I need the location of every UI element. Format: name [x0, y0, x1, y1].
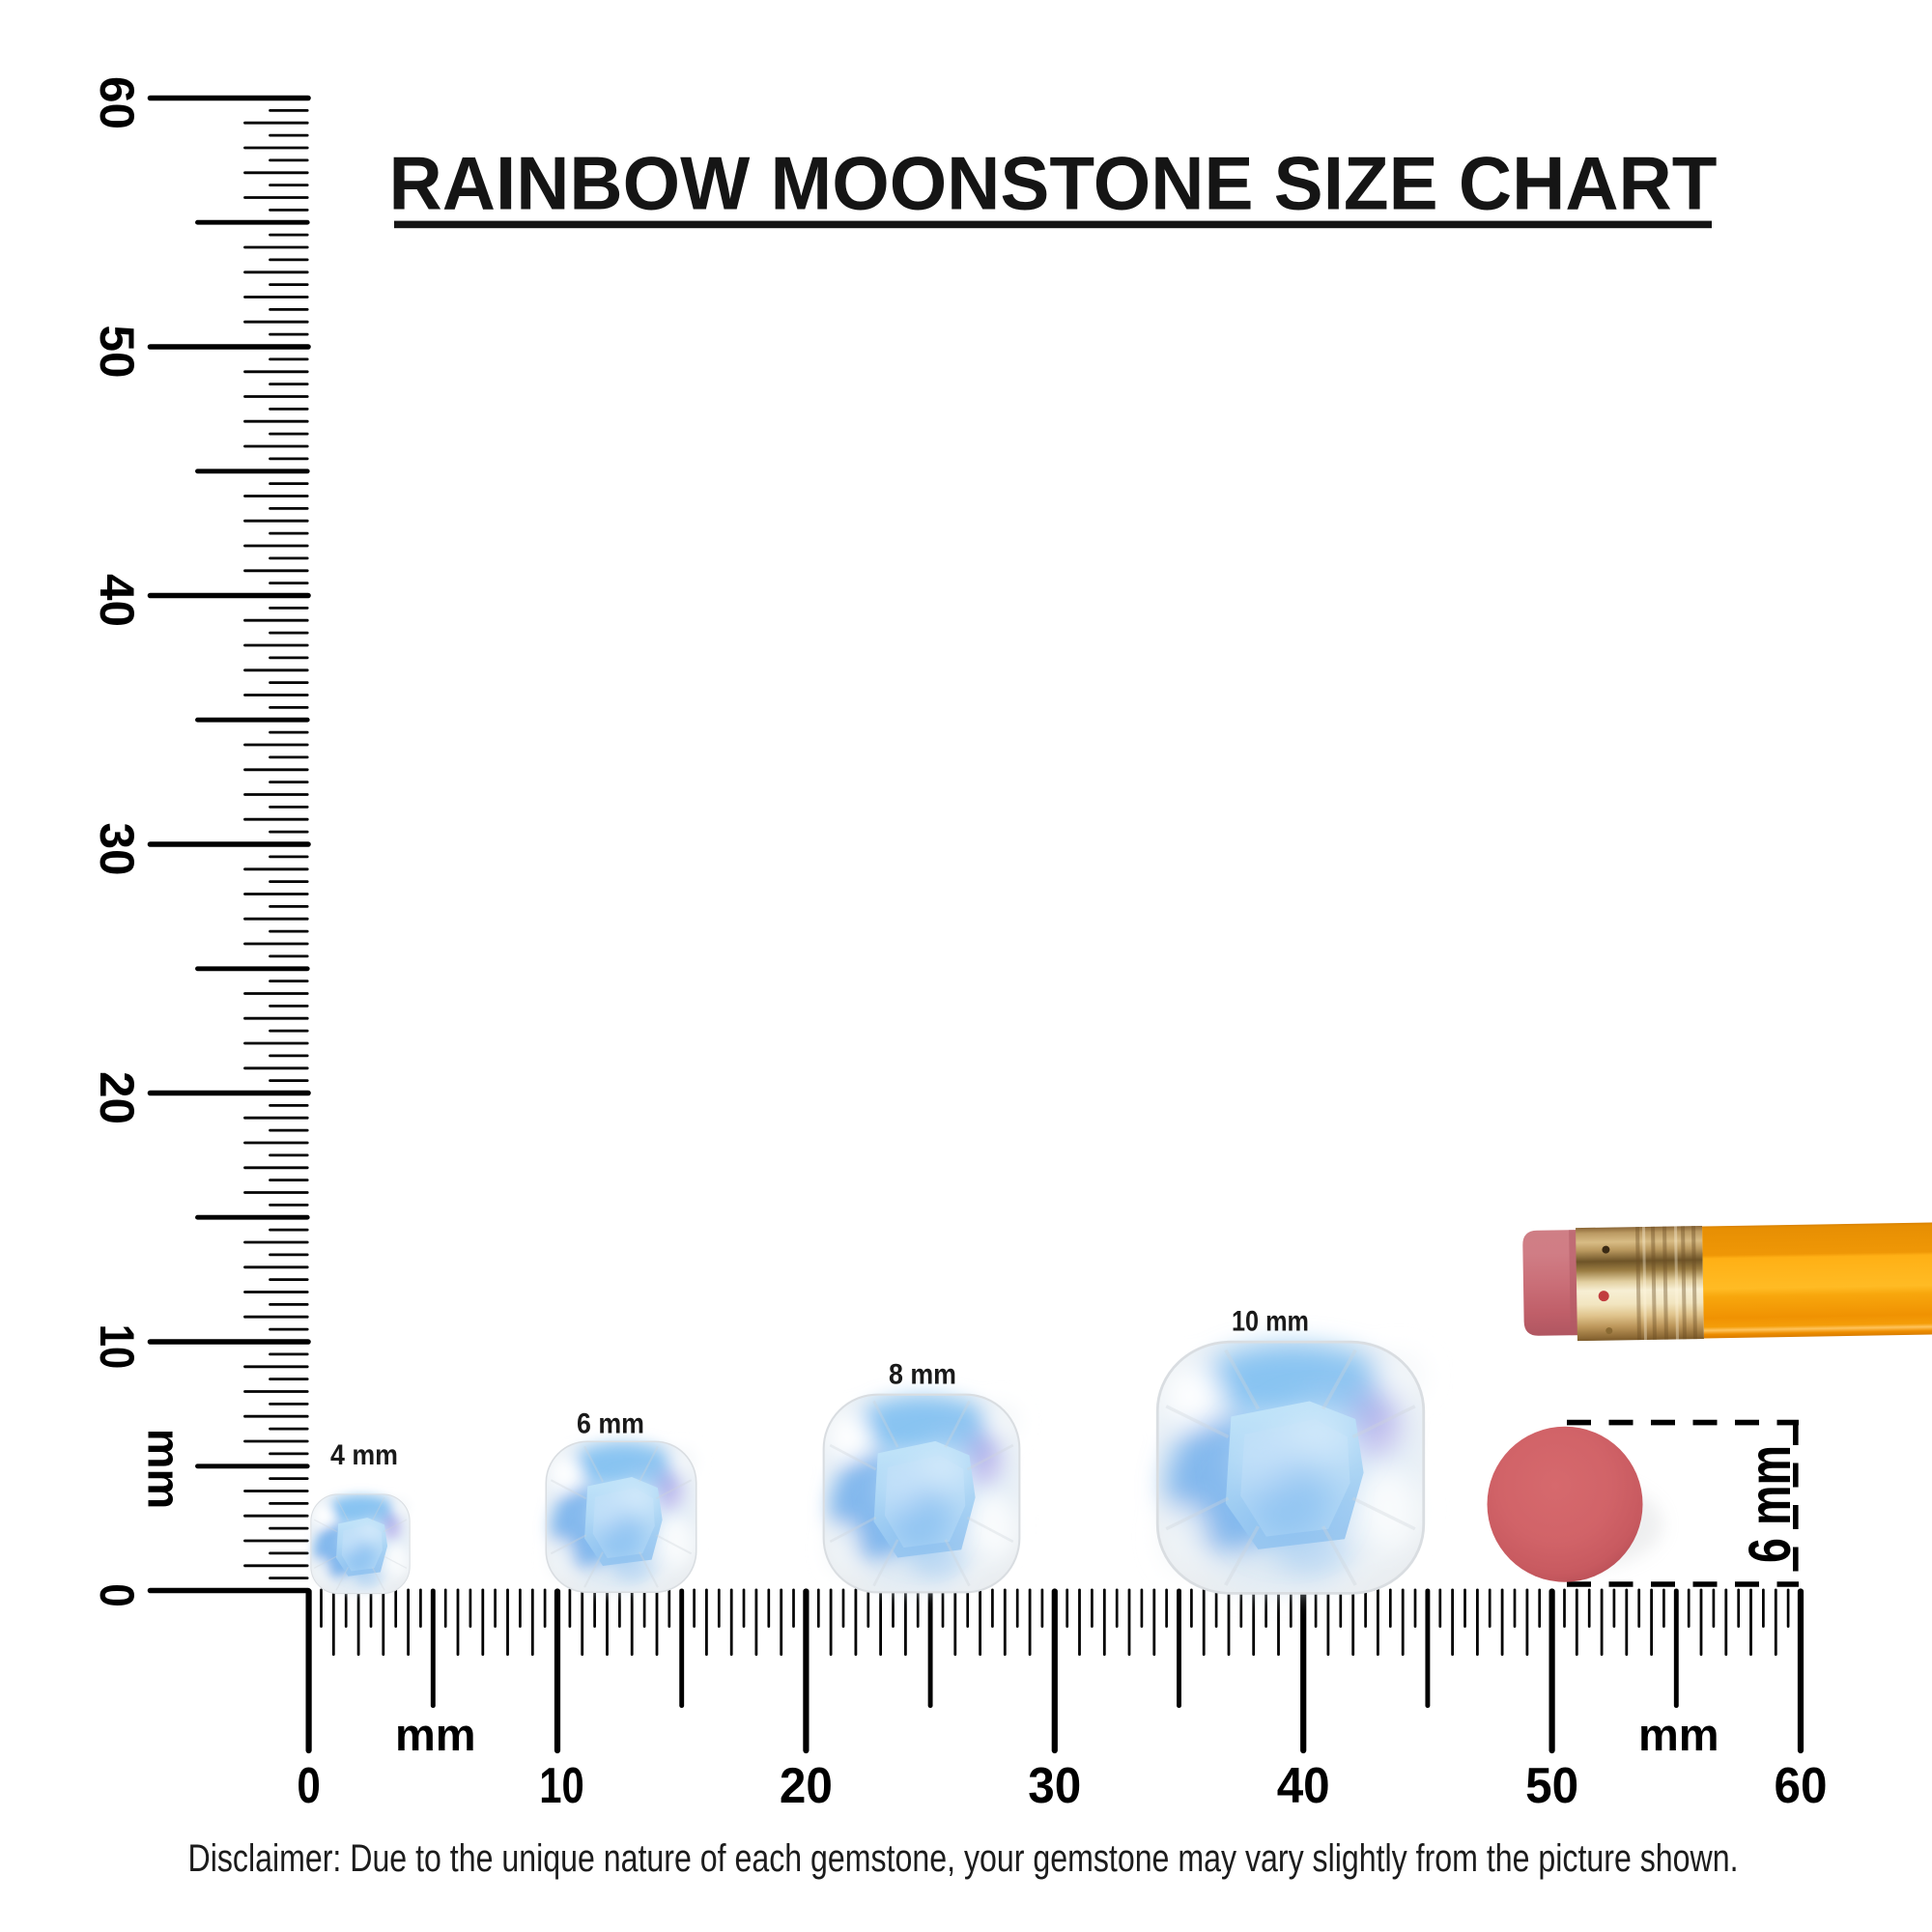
svg-text:40: 40: [90, 574, 144, 627]
svg-text:mm: mm: [139, 1429, 190, 1510]
svg-text:10: 10: [90, 1324, 144, 1370]
svg-text:6 mm: 6 mm: [1737, 1445, 1803, 1563]
svg-text:60: 60: [1775, 1758, 1828, 1814]
svg-text:0: 0: [297, 1758, 321, 1814]
svg-text:4 mm: 4 mm: [330, 1439, 398, 1471]
svg-text:mm: mm: [395, 1709, 476, 1760]
svg-text:20: 20: [90, 1071, 144, 1124]
svg-text:8 mm: 8 mm: [889, 1359, 956, 1391]
svg-text:60: 60: [90, 76, 144, 129]
svg-text:50: 50: [1525, 1758, 1578, 1814]
svg-text:0: 0: [90, 1583, 144, 1607]
svg-text:Disclaimer: Due to the unique: Disclaimer: Due to the unique nature of …: [188, 1837, 1739, 1880]
svg-text:mm: mm: [1638, 1709, 1719, 1760]
svg-text:20: 20: [780, 1758, 833, 1814]
svg-text:10 mm: 10 mm: [1232, 1306, 1309, 1338]
svg-text:10: 10: [539, 1758, 584, 1814]
svg-text:RAINBOW MOONSTONE SIZE CHART: RAINBOW MOONSTONE SIZE CHART: [389, 141, 1718, 226]
svg-text:30: 30: [1028, 1758, 1081, 1814]
svg-text:40: 40: [1277, 1758, 1330, 1814]
svg-text:30: 30: [90, 823, 144, 876]
svg-text:50: 50: [90, 326, 144, 379]
svg-text:6 mm: 6 mm: [577, 1408, 644, 1440]
